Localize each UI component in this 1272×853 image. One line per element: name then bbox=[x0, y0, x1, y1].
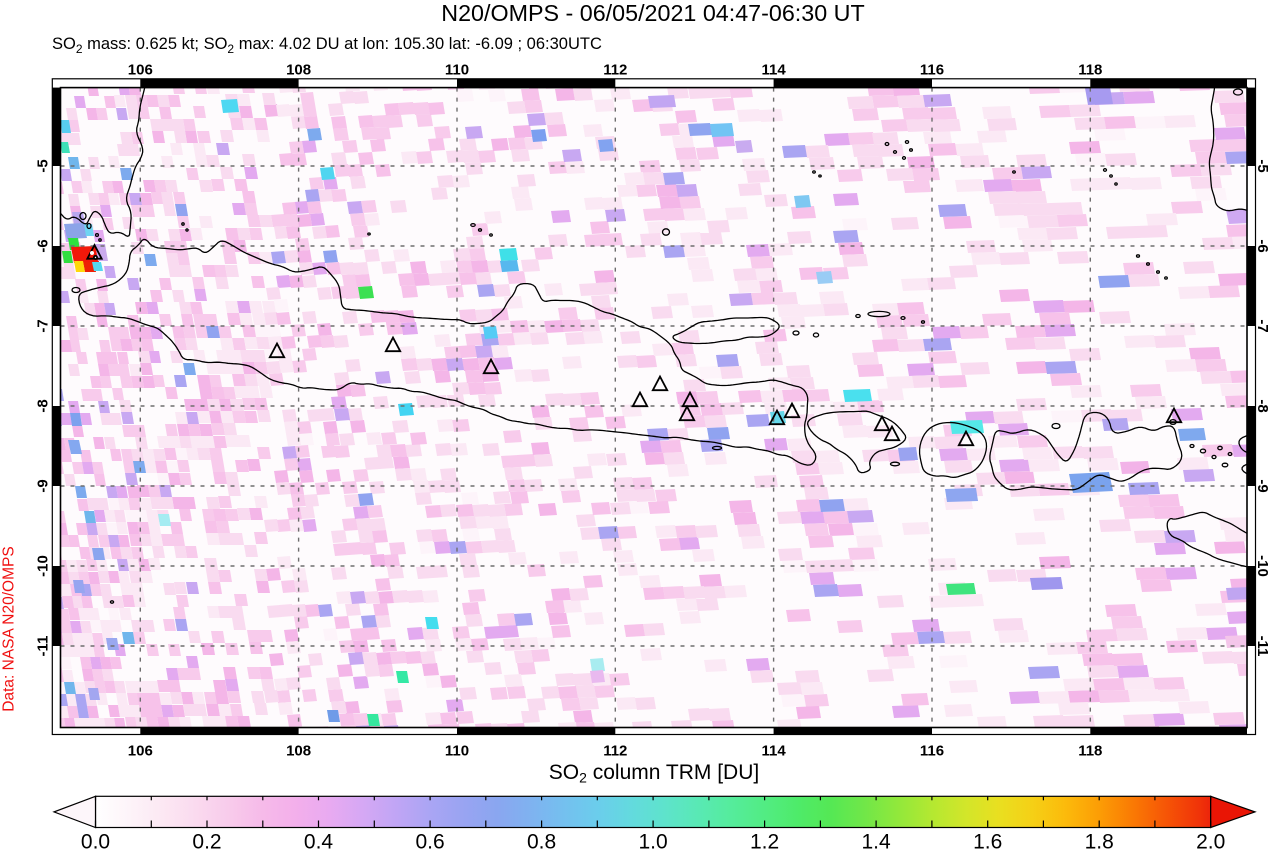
svg-text:1.6: 1.6 bbox=[973, 831, 1002, 853]
svg-text:0.4: 0.4 bbox=[304, 831, 334, 853]
svg-text:118: 118 bbox=[1078, 743, 1102, 760]
svg-text:-6: -6 bbox=[1254, 239, 1271, 252]
svg-text:116: 116 bbox=[920, 743, 944, 760]
svg-text:-8: -8 bbox=[35, 399, 52, 412]
svg-text:108: 108 bbox=[286, 62, 311, 79]
svg-text:1.8: 1.8 bbox=[1085, 831, 1114, 853]
svg-text:-7: -7 bbox=[1254, 319, 1271, 332]
svg-text:110: 110 bbox=[445, 743, 469, 760]
svg-text:1.0: 1.0 bbox=[638, 831, 667, 853]
svg-text:108: 108 bbox=[286, 743, 311, 760]
svg-text:2.0: 2.0 bbox=[1196, 831, 1225, 853]
svg-text:106: 106 bbox=[128, 62, 153, 79]
svg-text:-7: -7 bbox=[35, 319, 52, 332]
svg-text:-9: -9 bbox=[35, 479, 52, 492]
svg-text:-5: -5 bbox=[35, 159, 52, 172]
svg-text:N20/OMPS - 06/05/2021 04:47-06: N20/OMPS - 06/05/2021 04:47-06:30 UT bbox=[441, 0, 864, 26]
svg-text:0.2: 0.2 bbox=[192, 831, 221, 853]
svg-text:0.6: 0.6 bbox=[415, 831, 444, 853]
svg-text:106: 106 bbox=[128, 743, 153, 760]
svg-text:116: 116 bbox=[920, 62, 944, 79]
svg-text:1.2: 1.2 bbox=[750, 831, 779, 853]
svg-text:-11: -11 bbox=[35, 636, 52, 657]
svg-text:1.4: 1.4 bbox=[861, 831, 891, 853]
svg-text:0.0: 0.0 bbox=[81, 831, 110, 853]
svg-text:Data: NASA N20/OMPS: Data: NASA N20/OMPS bbox=[1, 546, 18, 711]
svg-text:112: 112 bbox=[603, 62, 627, 79]
svg-text:-10: -10 bbox=[35, 555, 52, 577]
svg-text:110: 110 bbox=[445, 62, 469, 79]
svg-text:-5: -5 bbox=[1254, 159, 1271, 172]
svg-text:0.8: 0.8 bbox=[527, 831, 556, 853]
svg-text:-6: -6 bbox=[35, 239, 52, 252]
svg-text:-9: -9 bbox=[1254, 479, 1271, 492]
svg-text:114: 114 bbox=[761, 62, 786, 79]
svg-text:-10: -10 bbox=[1254, 555, 1271, 577]
svg-text:112: 112 bbox=[603, 743, 627, 760]
svg-text:114: 114 bbox=[761, 743, 786, 760]
svg-text:-11: -11 bbox=[1254, 636, 1271, 657]
svg-text:-8: -8 bbox=[1254, 399, 1271, 412]
svg-text:118: 118 bbox=[1078, 62, 1102, 79]
svg-text:SO2 mass: 0.625 kt; SO2 max: 4: SO2 mass: 0.625 kt; SO2 max: 4.02 DU at … bbox=[52, 35, 602, 56]
